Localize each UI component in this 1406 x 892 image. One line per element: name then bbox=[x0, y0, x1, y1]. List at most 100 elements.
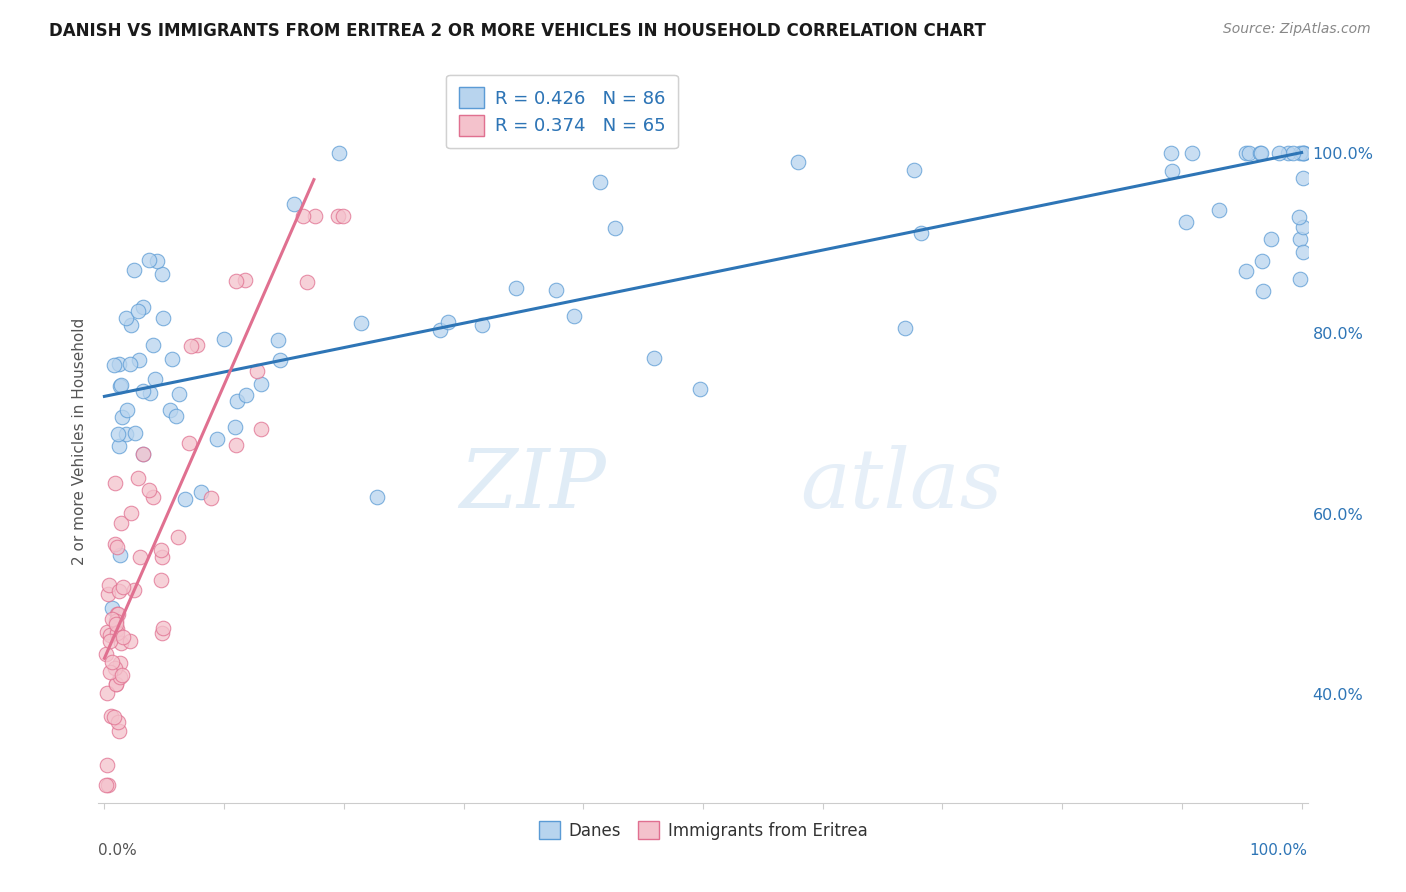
Text: 0.0%: 0.0% bbox=[98, 843, 138, 857]
Point bbox=[603, 221, 626, 235]
Point bbox=[98, 665, 121, 679]
Point bbox=[97, 587, 120, 601]
Point bbox=[107, 357, 129, 371]
Point bbox=[350, 316, 373, 330]
Point bbox=[97, 778, 120, 792]
Point bbox=[149, 573, 172, 587]
Point bbox=[108, 378, 131, 392]
Point bbox=[110, 516, 132, 530]
Point bbox=[150, 542, 173, 557]
Point bbox=[96, 625, 118, 640]
Point bbox=[142, 490, 165, 504]
Point bbox=[104, 661, 127, 675]
Point bbox=[127, 303, 149, 318]
Point bbox=[131, 300, 153, 314]
Point bbox=[235, 388, 257, 402]
Point bbox=[146, 253, 169, 268]
Point bbox=[107, 607, 129, 621]
Point bbox=[269, 353, 291, 368]
Point bbox=[129, 549, 152, 564]
Point bbox=[138, 483, 160, 498]
Point bbox=[471, 318, 494, 333]
Point bbox=[150, 268, 173, 282]
Y-axis label: 2 or more Vehicles in Household: 2 or more Vehicles in Household bbox=[72, 318, 87, 566]
Point bbox=[103, 358, 125, 372]
Point bbox=[167, 387, 190, 401]
Point bbox=[107, 715, 129, 730]
Point bbox=[120, 318, 142, 332]
Point bbox=[1208, 203, 1230, 218]
Point bbox=[233, 273, 256, 287]
Point bbox=[225, 274, 247, 288]
Point bbox=[105, 677, 128, 691]
Point bbox=[110, 657, 132, 671]
Point bbox=[689, 382, 711, 396]
Point bbox=[112, 581, 135, 595]
Point bbox=[1175, 215, 1198, 229]
Point bbox=[246, 364, 269, 378]
Point bbox=[107, 724, 129, 739]
Point bbox=[108, 583, 131, 598]
Point bbox=[100, 612, 122, 626]
Point bbox=[903, 163, 925, 178]
Point bbox=[180, 339, 202, 353]
Point bbox=[283, 197, 305, 211]
Point bbox=[1181, 145, 1204, 160]
Point bbox=[505, 281, 527, 295]
Point bbox=[173, 491, 195, 506]
Point bbox=[150, 625, 173, 640]
Point bbox=[94, 647, 117, 661]
Point bbox=[122, 583, 145, 598]
Point bbox=[1288, 210, 1310, 224]
Point bbox=[1250, 254, 1272, 268]
Point bbox=[787, 155, 810, 169]
Point bbox=[186, 338, 208, 352]
Point bbox=[104, 537, 127, 551]
Point bbox=[98, 577, 121, 591]
Point bbox=[190, 484, 212, 499]
Point bbox=[1292, 145, 1315, 160]
Point bbox=[128, 353, 150, 368]
Point bbox=[205, 432, 228, 446]
Point bbox=[200, 491, 222, 505]
Point bbox=[429, 323, 451, 337]
Point bbox=[1249, 145, 1271, 160]
Point bbox=[105, 616, 128, 631]
Point bbox=[1268, 145, 1291, 160]
Point bbox=[1161, 163, 1184, 178]
Point bbox=[326, 209, 349, 223]
Point bbox=[1292, 245, 1315, 260]
Point bbox=[107, 427, 129, 442]
Point bbox=[1234, 264, 1257, 278]
Point bbox=[132, 447, 155, 461]
Point bbox=[150, 549, 173, 564]
Point bbox=[291, 209, 314, 223]
Point bbox=[224, 419, 246, 434]
Point bbox=[177, 436, 200, 450]
Point bbox=[1292, 145, 1315, 160]
Point bbox=[105, 614, 128, 628]
Point bbox=[96, 758, 118, 772]
Point bbox=[165, 409, 187, 423]
Point bbox=[893, 321, 915, 335]
Point bbox=[562, 310, 585, 324]
Point bbox=[120, 506, 142, 520]
Point bbox=[118, 633, 141, 648]
Point bbox=[111, 668, 134, 682]
Point bbox=[212, 332, 235, 346]
Point bbox=[105, 622, 128, 636]
Point bbox=[436, 315, 458, 329]
Point bbox=[152, 310, 174, 325]
Text: 100.0%: 100.0% bbox=[1250, 843, 1308, 857]
Point bbox=[1282, 145, 1305, 160]
Point bbox=[139, 386, 162, 401]
Point bbox=[160, 351, 183, 366]
Point bbox=[1277, 145, 1299, 160]
Point bbox=[111, 410, 134, 425]
Point bbox=[132, 384, 155, 399]
Point bbox=[104, 475, 127, 490]
Text: Source: ZipAtlas.com: Source: ZipAtlas.com bbox=[1223, 22, 1371, 37]
Point bbox=[143, 372, 166, 386]
Legend: Danes, Immigrants from Eritrea: Danes, Immigrants from Eritrea bbox=[531, 814, 875, 847]
Point bbox=[105, 626, 128, 640]
